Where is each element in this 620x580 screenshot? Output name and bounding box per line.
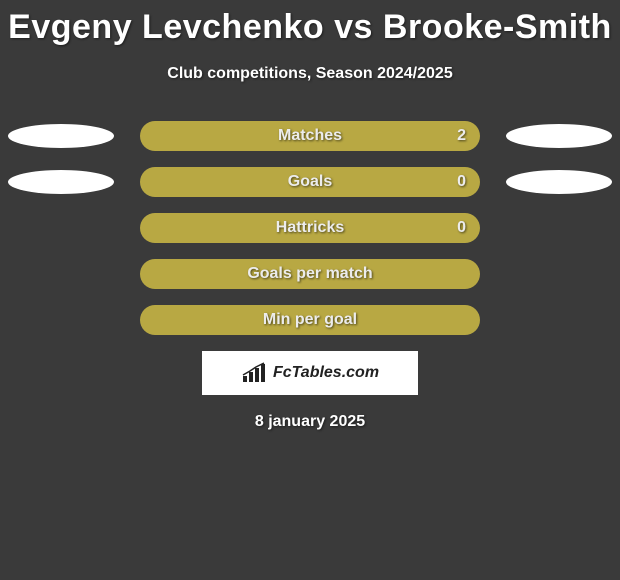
stat-rows: Matches 2 Goals 0 Hattricks 0 Goals per match M… xyxy=(0,121,620,335)
stat-label: Goals xyxy=(288,173,332,191)
stat-row: Goals per match xyxy=(0,259,620,289)
player-left-indicator xyxy=(8,124,114,148)
stat-row: Goals 0 xyxy=(0,167,620,197)
stat-row: Min per goal xyxy=(0,305,620,335)
source-logo[interactable]: FcTables.com xyxy=(202,351,418,395)
subtitle: Club competitions, Season 2024/2025 xyxy=(0,65,620,83)
player-right-indicator xyxy=(506,124,612,148)
logo-text: FcTables.com xyxy=(273,364,379,382)
stat-value: 0 xyxy=(457,173,466,191)
stat-value: 0 xyxy=(457,219,466,237)
stat-bar: Min per goal xyxy=(140,305,480,335)
bar-chart-icon xyxy=(241,362,267,384)
date-label: 8 january 2025 xyxy=(0,413,620,431)
stat-label: Hattricks xyxy=(276,219,344,237)
stat-bar: Goals 0 xyxy=(140,167,480,197)
stat-row: Hattricks 0 xyxy=(0,213,620,243)
stat-bar: Matches 2 xyxy=(140,121,480,151)
stat-value: 2 xyxy=(457,127,466,145)
page-title: Evgeny Levchenko vs Brooke-Smith xyxy=(0,0,620,47)
stat-row: Matches 2 xyxy=(0,121,620,151)
stat-bar: Hattricks 0 xyxy=(140,213,480,243)
stat-label: Goals per match xyxy=(247,265,372,283)
stat-bar: Goals per match xyxy=(140,259,480,289)
comparison-card: Evgeny Levchenko vs Brooke-Smith Club co… xyxy=(0,0,620,580)
stat-label: Min per goal xyxy=(263,311,357,329)
player-left-indicator xyxy=(8,170,114,194)
player-right-indicator xyxy=(506,170,612,194)
stat-label: Matches xyxy=(278,127,342,145)
